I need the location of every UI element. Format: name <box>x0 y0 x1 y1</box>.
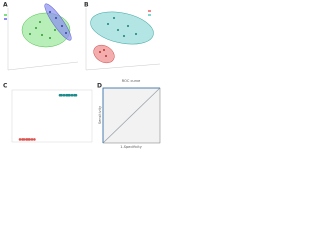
point <box>33 138 36 141</box>
legend-key <box>4 18 7 20</box>
points <box>99 49 107 57</box>
cluster-ellipse <box>44 3 72 41</box>
line <box>102 87 160 143</box>
point <box>30 138 34 141</box>
points <box>107 17 137 37</box>
point <box>74 93 78 97</box>
point <box>68 93 71 97</box>
panel-label: B <box>84 2 89 9</box>
axis <box>7 61 79 71</box>
plot-frame <box>11 89 93 143</box>
points <box>49 11 67 34</box>
panel-label: C <box>3 83 8 90</box>
axis <box>85 63 161 71</box>
chart-title: ROC curve <box>122 79 141 83</box>
panel-a: A <box>3 2 79 71</box>
points <box>29 21 56 39</box>
legend-key <box>148 10 151 12</box>
y-axis-label: Sensitivity <box>98 106 102 124</box>
figure: A B C D ROC curve 1-Specificity Sensitiv… <box>3 2 161 149</box>
point <box>70 93 74 97</box>
line <box>102 87 161 144</box>
panel-label: A <box>3 2 8 9</box>
legend-key <box>148 14 151 16</box>
cluster-ellipse <box>93 44 115 64</box>
x-axis-label: 1-Specificity <box>120 145 142 149</box>
point <box>62 93 66 97</box>
panel-b: B <box>84 2 161 71</box>
point <box>18 138 22 141</box>
point <box>60 93 63 97</box>
panel-label: D <box>97 83 102 90</box>
legend-key <box>4 14 7 16</box>
cluster-ellipse <box>90 11 154 45</box>
point <box>22 138 26 141</box>
point <box>28 138 31 141</box>
